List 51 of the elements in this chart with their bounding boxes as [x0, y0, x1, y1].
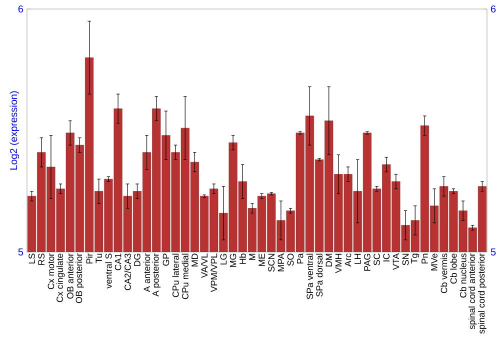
x-tick-label: Cb vermis	[440, 254, 448, 294]
x-tick-label: SN	[402, 254, 409, 266]
x-tick-label: RS	[38, 254, 45, 265]
x-tick-label: MD	[192, 254, 198, 266]
x-tick-label: CA2/CA3	[124, 254, 131, 290]
x-tick-label: CPu medial	[182, 254, 188, 300]
x-tick-label: OB anterior	[66, 253, 74, 299]
x-tick-label: Arc	[344, 253, 352, 267]
x-tick-label: Tu	[96, 254, 102, 264]
x-tick-label: Pn	[422, 254, 428, 264]
x-tick-label: MVe	[431, 254, 438, 270]
x-tick-label: SC	[374, 254, 380, 266]
x-tick-label: SCN	[268, 254, 275, 272]
x-tick-label: Cx motor	[48, 253, 54, 290]
x-tick-label: Hb	[239, 254, 246, 264]
x-tick-label: A posterior	[152, 253, 161, 297]
x-tick-label: VA/VL	[201, 253, 208, 278]
x-tick-label: OB posterior	[76, 253, 84, 304]
x-tick-label: SPa dorsal	[316, 254, 323, 297]
x-tick-label: VPM/VPL	[210, 253, 218, 292]
x-tick-label: MG	[230, 254, 236, 267]
x-tick-label: Cb nucleus	[460, 254, 466, 298]
x-tick-label: LG	[220, 254, 227, 264]
x-tick-label: DM	[326, 254, 332, 266]
x-tick-label: ventral S	[105, 254, 112, 289]
x-tick-label: Tg	[411, 254, 420, 264]
x-tick-label: CPu lateral	[172, 254, 179, 298]
x-tick-label: PAG	[364, 254, 370, 271]
x-tick-label: MPA	[278, 253, 284, 272]
x-tick-label: VMH	[335, 254, 342, 274]
x-tick-label: GP	[162, 254, 170, 266]
x-tick-label: LS	[28, 254, 35, 264]
x-tick-label: spinal cord anterior	[468, 253, 477, 330]
x-tick-label: SO	[287, 254, 294, 266]
x-tick-label: M	[249, 254, 256, 260]
x-tick-label: Pir	[86, 253, 93, 264]
x-tick-label: SPa ventral	[306, 254, 314, 300]
x-tick-label: Cx cingulate	[56, 254, 65, 302]
x-tick-label: IC	[383, 254, 390, 262]
x-tick-label: VTA	[392, 253, 400, 270]
x-tick-label: ME	[258, 254, 265, 266]
x-tick-label: DG	[134, 254, 140, 266]
y2-tick-label: 6	[491, 5, 496, 13]
x-tick-label: A anterior	[144, 253, 150, 292]
x-tick-label: Cb lobe	[450, 254, 457, 284]
x-tick-label: spinal cord posterior	[478, 253, 486, 334]
y2-tick-label: 5	[490, 248, 496, 256]
x-tick-label: LH	[354, 254, 361, 264]
x-tick-label: CA1	[114, 254, 122, 270]
x-tick-label: Pa	[297, 253, 304, 264]
y-axis-title: Log2 (expression)	[10, 91, 20, 170]
